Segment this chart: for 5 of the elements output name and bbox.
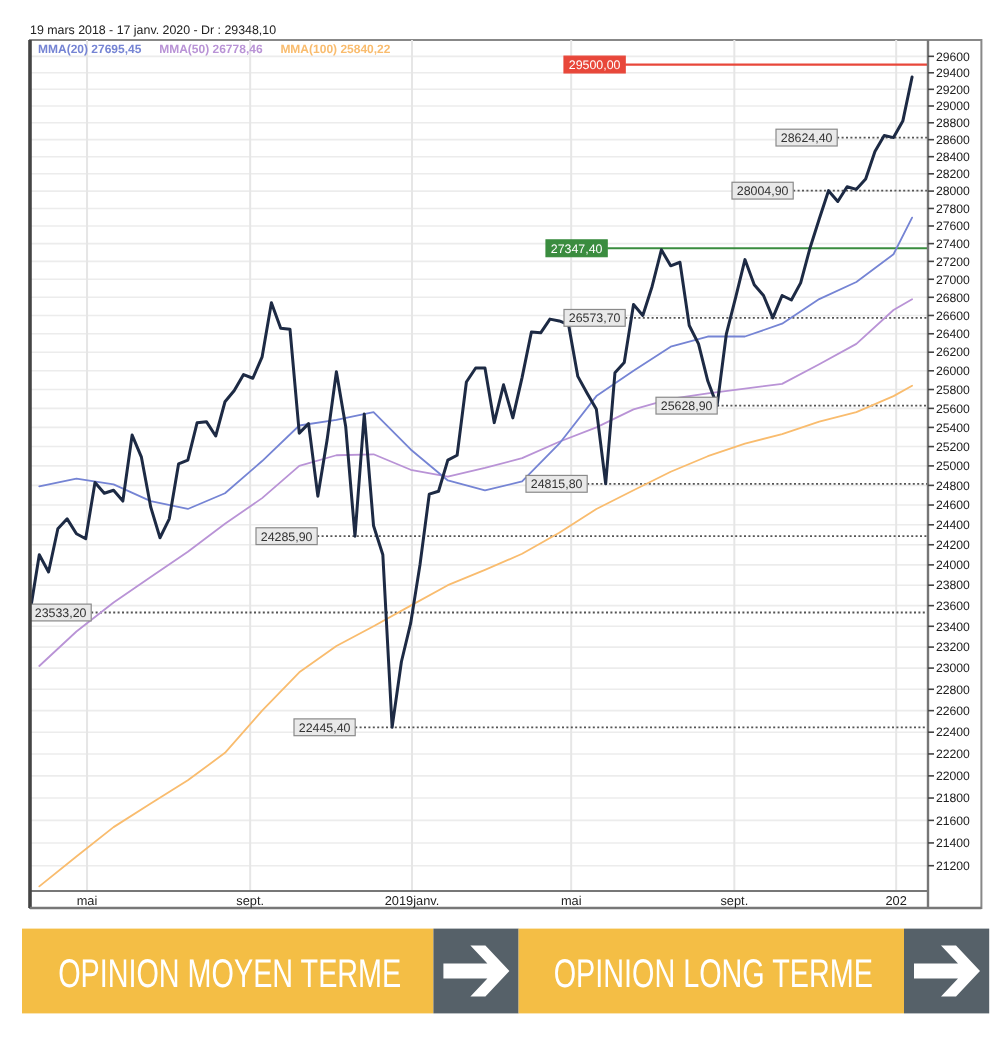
text: OPINION LONG TERME — [553, 949, 873, 996]
text: OPINION MOYEN TERME — [58, 949, 402, 996]
line-series — [38, 216, 913, 510]
line-series — [38, 384, 913, 888]
line-series — [38, 298, 913, 667]
